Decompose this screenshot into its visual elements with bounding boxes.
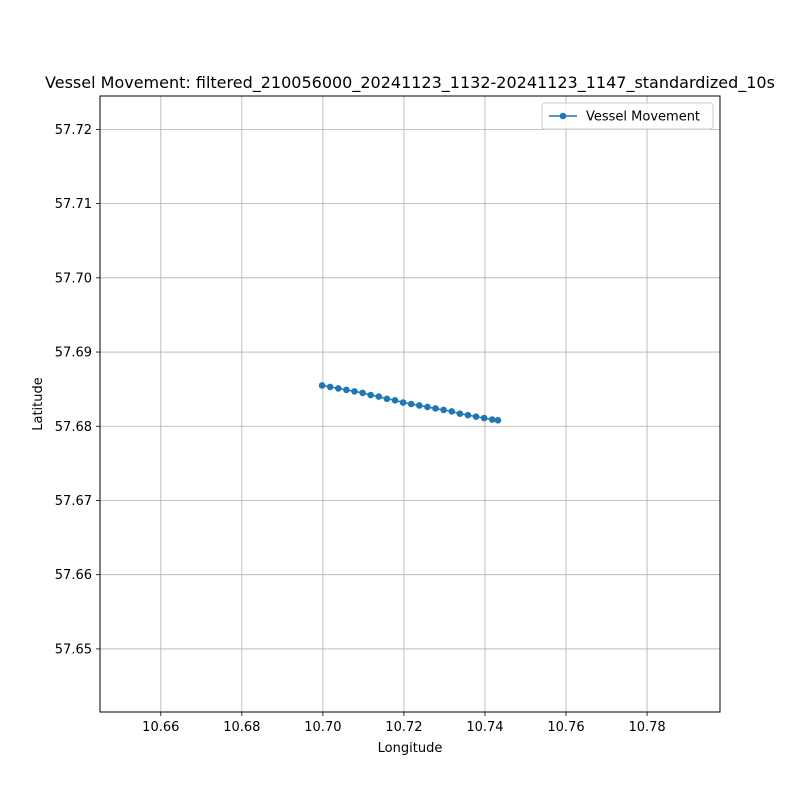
x-tick-label: 10.66 (142, 720, 179, 735)
y-tick-label: 57.68 (55, 420, 92, 435)
y-tick-label: 57.71 (55, 197, 92, 212)
y-tick-label: 57.65 (55, 642, 92, 657)
data-point (432, 405, 439, 412)
data-point (367, 391, 374, 399)
y-tick-label: 57.72 (55, 123, 92, 138)
legend-label: Vessel Movement (586, 110, 700, 125)
x-tick-label: 10.74 (466, 720, 503, 735)
data-point (391, 396, 399, 404)
data-point (488, 416, 496, 423)
data-point (351, 388, 358, 395)
series-layer (318, 382, 502, 424)
data-point (326, 383, 334, 391)
data-point (383, 395, 391, 403)
data-point (472, 413, 480, 420)
legend-point-marker (559, 112, 567, 120)
data-point (456, 410, 464, 417)
data-point (416, 402, 423, 409)
ticks: 10.66 10.68 10.70 10.72 10.74 10.76 10.78 57.65… (55, 123, 666, 735)
data-point (343, 386, 350, 394)
data-point (407, 400, 415, 408)
legend-box (541, 102, 714, 130)
chart-title: Vessel Movement: filtered_210056000_2024… (45, 73, 775, 93)
x-tick-label: 10.78 (628, 720, 665, 735)
y-tick-label: 57.69 (55, 346, 92, 361)
data-point (494, 417, 502, 424)
x-tick-label: 10.72 (385, 720, 422, 735)
y-axis-label: Latitude (31, 377, 46, 431)
data-point (424, 403, 431, 411)
data-point (480, 414, 488, 422)
y-tick-label: 57.67 (55, 494, 92, 509)
x-tick-label: 10.76 (547, 720, 584, 735)
data-point (359, 389, 366, 397)
data-point (399, 399, 407, 406)
data-point (375, 393, 383, 400)
y-tick-label: 57.66 (55, 568, 92, 583)
data-point (464, 411, 472, 419)
y-tick-label: 57.70 (55, 271, 92, 286)
x-tick-label: 10.68 (223, 720, 260, 735)
data-point (318, 382, 326, 389)
x-axis-label: Longitude (378, 741, 443, 756)
grid (100, 96, 720, 712)
data-point (440, 406, 447, 414)
x-tick-label: 10.70 (304, 720, 341, 735)
legend: Vessel Movement (541, 102, 714, 130)
data-point (448, 408, 456, 415)
plot-frame (99, 95, 721, 713)
data-point (334, 385, 342, 392)
